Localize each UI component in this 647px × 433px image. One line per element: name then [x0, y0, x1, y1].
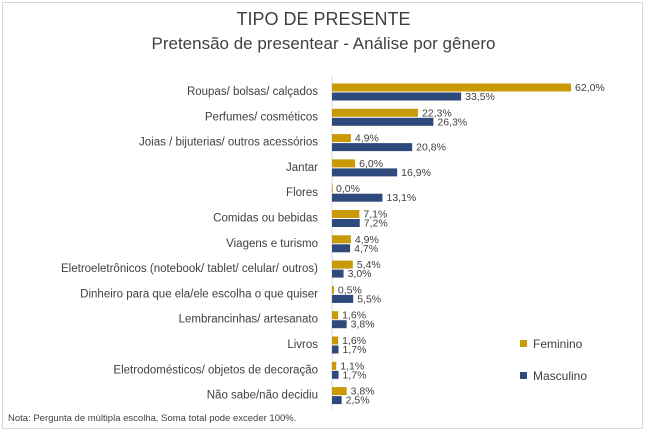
- bar-feminino: [332, 285, 334, 294]
- data-label-feminino: 0,0%: [336, 183, 360, 195]
- bar-feminino: [332, 134, 351, 143]
- category-label: Lembrancinhas/ artesanato: [179, 314, 318, 326]
- bar-masculino: [332, 117, 434, 126]
- data-label-masculino: 16,9%: [401, 167, 431, 179]
- data-label-masculino: 7,2%: [364, 218, 388, 230]
- bar-feminino: [332, 184, 333, 193]
- bar-masculino: [332, 396, 342, 405]
- data-label-feminino: 22,3%: [422, 107, 452, 119]
- data-label-masculino: 1,7%: [343, 344, 367, 356]
- data-label-masculino: 33,5%: [465, 91, 495, 103]
- data-label-feminino: 1,6%: [342, 310, 366, 322]
- bar-masculino: [332, 193, 383, 202]
- legend-item-feminino: Feminino: [520, 337, 582, 351]
- category-label: Jantar: [286, 162, 318, 174]
- data-label-feminino: 3,8%: [351, 386, 375, 398]
- bar-masculino: [332, 370, 339, 379]
- category-label: Eletroeletrônicos (notebook/ tablet/ cel…: [61, 263, 318, 275]
- bar-feminino: [332, 210, 360, 218]
- bar-feminino: [332, 108, 418, 117]
- bar-feminino: [332, 260, 353, 269]
- bar-masculino: [332, 143, 413, 152]
- data-label-feminino: 5,4%: [357, 259, 381, 271]
- data-label-feminino: 62,0%: [575, 82, 605, 94]
- chart-title: TIPO DE PRESENTE: [236, 9, 411, 29]
- bar-feminino: [332, 387, 347, 396]
- data-label-feminino: 1,6%: [342, 335, 366, 347]
- category-label: Joias / bijuterias/ outros acessórios: [139, 137, 318, 149]
- chart-frame: [2, 2, 643, 429]
- bar-feminino: [332, 159, 356, 168]
- data-label-masculino: 26,3%: [437, 116, 467, 128]
- category-label: Dinheiro para que ela/ele escolha o que …: [80, 288, 318, 300]
- data-label-masculino: 3,0%: [348, 268, 372, 280]
- category-label: Viagens e turismo: [226, 238, 318, 250]
- category-label: Flores: [286, 187, 318, 199]
- data-label-masculino: 4,7%: [354, 243, 378, 255]
- bar-masculino: [332, 92, 462, 101]
- data-label-masculino: 3,8%: [351, 319, 375, 331]
- bar-masculino: [332, 244, 351, 253]
- legend-label-masculino: Masculino: [533, 369, 588, 383]
- bar-masculino: [332, 345, 339, 354]
- data-label-feminino: 4,9%: [355, 133, 379, 145]
- category-label: Perfumes/ cosméticos: [205, 111, 318, 123]
- data-label-masculino: 13,1%: [386, 192, 416, 204]
- category-label: Não sabe/não decidiu: [207, 390, 318, 402]
- data-label-feminino: 0,5%: [338, 284, 362, 296]
- bar-feminino: [332, 235, 351, 244]
- category-label: Livros: [287, 339, 318, 351]
- data-label-feminino: 6,0%: [359, 158, 383, 170]
- legend-label-feminino: Feminino: [533, 337, 583, 351]
- legend-swatch-feminino: [520, 340, 527, 347]
- bar-masculino: [332, 269, 344, 278]
- bar-feminino: [332, 361, 337, 370]
- data-label-feminino: 4,9%: [355, 234, 379, 246]
- footnote: Nota: Pergunta de múltipla escolha. Soma…: [8, 413, 297, 424]
- bar-masculino: [332, 219, 360, 227]
- category-label: Roupas/ bolsas/ calçados: [187, 86, 318, 98]
- bar-feminino: [332, 336, 339, 345]
- data-label-masculino: 20,8%: [416, 142, 446, 154]
- data-label-feminino: 7,1%: [363, 209, 387, 221]
- category-label: Comidas ou bebidas: [213, 213, 318, 225]
- legend-item-masculino: Masculino: [520, 369, 587, 383]
- legend-swatch-masculino: [520, 372, 527, 379]
- bar-masculino: [332, 168, 398, 177]
- data-label-masculino: 2,5%: [346, 395, 370, 407]
- chart-subtitle: Pretensão de presentear - Análise por gê…: [151, 34, 496, 53]
- data-label-masculino: 5,5%: [357, 293, 381, 305]
- bar-masculino: [332, 320, 347, 329]
- data-label-masculino: 1,7%: [343, 369, 367, 381]
- data-label-feminino: 1,1%: [340, 360, 364, 372]
- category-label: Eletrodomésticos/ objetos de decoração: [113, 364, 318, 376]
- bar-feminino: [332, 83, 571, 92]
- bar-feminino: [332, 311, 339, 320]
- bar-masculino: [332, 294, 354, 303]
